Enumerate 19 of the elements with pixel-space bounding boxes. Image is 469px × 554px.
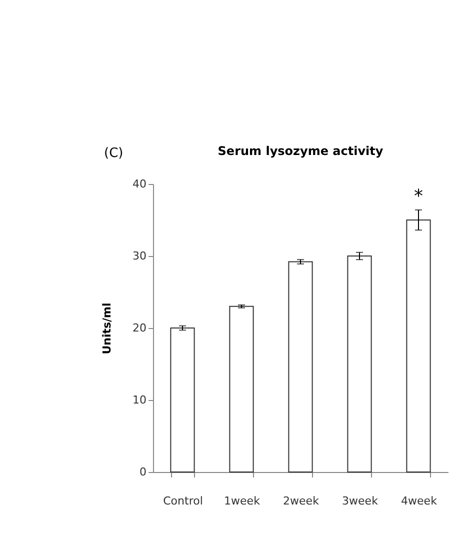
x-tick-label: 4week <box>401 494 438 508</box>
annotation: * <box>414 186 423 207</box>
x-tick-label: 1week <box>224 494 261 508</box>
y-tick-label: 40 <box>132 178 146 190</box>
y-axis-title: Units/ml <box>100 302 114 354</box>
x-tick-label: Control <box>163 494 203 508</box>
bar <box>347 256 372 472</box>
bar <box>406 220 431 472</box>
y-tick-label: 30 <box>132 250 146 262</box>
y-tick-label: 20 <box>132 322 146 334</box>
text: (C) <box>104 146 124 161</box>
y-tick-label: 0 <box>140 466 146 478</box>
chart-title: Serum lysozyme activity <box>218 144 384 158</box>
bar <box>170 328 195 472</box>
bar <box>229 306 254 472</box>
bar <box>288 261 313 472</box>
x-tick-label: 3week <box>342 494 379 508</box>
y-tick-label: 10 <box>132 394 146 406</box>
x-tick-label: 2week <box>283 494 320 508</box>
